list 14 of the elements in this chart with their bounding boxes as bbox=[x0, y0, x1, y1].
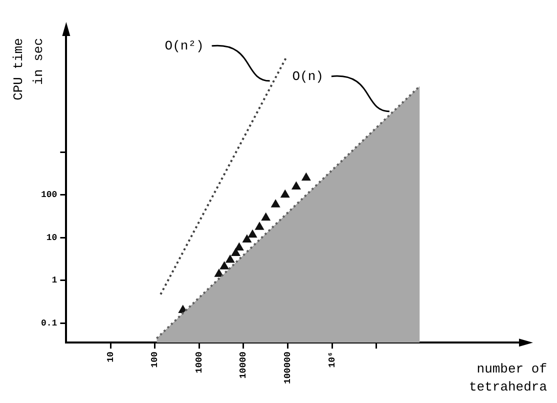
x-tick-label: 100 bbox=[150, 352, 160, 368]
y-tick-label: 0.1 bbox=[41, 318, 58, 328]
y-axis-title: CPU time in sec bbox=[10, 38, 46, 100]
x-axis-title: number of tetrahedra bbox=[468, 362, 548, 395]
y-tick-label: 10 bbox=[46, 232, 58, 243]
x-tick-label: 100000 bbox=[283, 352, 294, 384]
x-tick-label: 10000 bbox=[238, 352, 249, 379]
x-tick-label: 10⁶ bbox=[327, 352, 338, 368]
text: O(n) bbox=[292, 68, 324, 84]
y-tick-label: 1 bbox=[52, 276, 58, 286]
text: O(n²) bbox=[164, 38, 204, 54]
x-tick-label: 10 bbox=[106, 352, 116, 362]
y-tick-label: 100 bbox=[41, 190, 58, 200]
x-tick-label: 1000 bbox=[194, 352, 204, 374]
